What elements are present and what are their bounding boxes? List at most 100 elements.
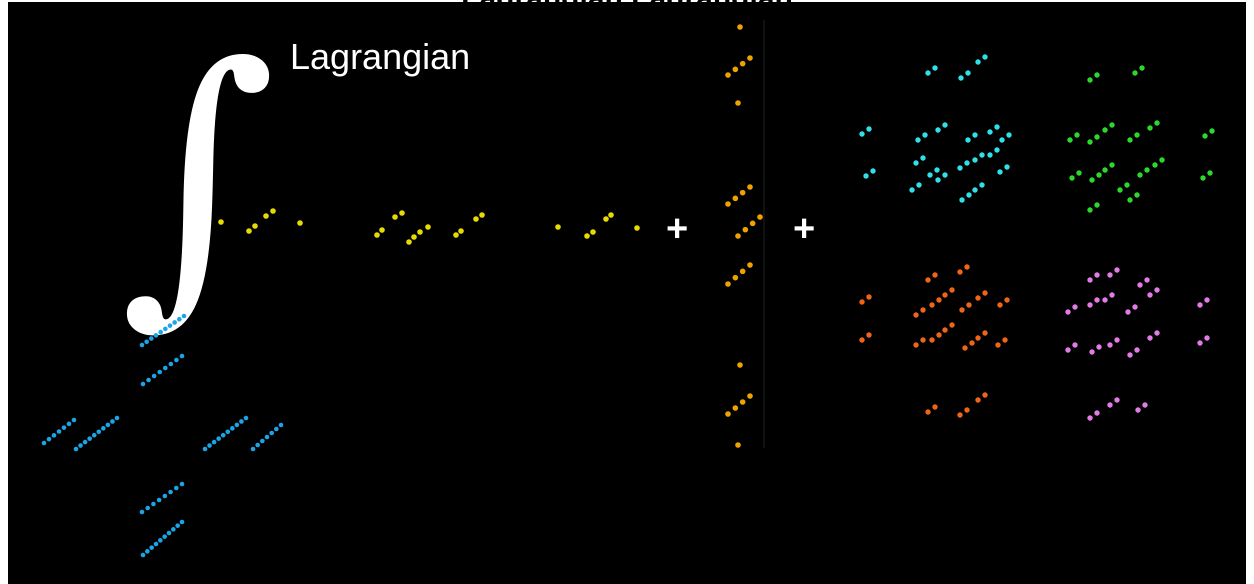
dot-mark <box>866 294 872 300</box>
dot-mark <box>1114 397 1120 403</box>
plus-icon: + <box>666 208 689 250</box>
dot-mark <box>1124 182 1130 188</box>
dot-mark <box>140 552 146 558</box>
dot-mark <box>78 443 83 448</box>
dot-mark <box>1096 344 1102 350</box>
dot-mark <box>1154 120 1160 126</box>
dot-mark <box>105 422 111 428</box>
dot-mark <box>270 208 276 214</box>
dot-mark <box>964 160 970 166</box>
dot-mark <box>982 290 988 296</box>
dot-mark <box>1069 175 1075 181</box>
dot-mark <box>1197 340 1203 346</box>
dot-mark <box>735 442 741 448</box>
dot-mark <box>949 287 955 293</box>
dot-mark <box>1127 137 1133 143</box>
dot-mark <box>1074 132 1080 138</box>
dot-mark <box>140 381 146 387</box>
dot-mark <box>1127 197 1133 203</box>
dot-mark <box>1087 139 1093 145</box>
dot-mark <box>263 213 269 219</box>
dot-mark <box>732 405 739 411</box>
dot-mark <box>747 55 753 61</box>
dot-mark <box>1094 297 1100 303</box>
dot-mark <box>151 501 156 507</box>
dot-mark <box>735 233 741 239</box>
dot-mark <box>975 335 981 341</box>
dot-mark <box>935 177 941 183</box>
dot-mark <box>975 397 981 403</box>
dot-mark <box>216 436 221 441</box>
dot-mark <box>982 392 988 398</box>
dot-mark <box>957 269 963 275</box>
dot-mark <box>411 234 417 240</box>
dot-mark <box>171 527 176 532</box>
dot-mark <box>1204 335 1210 341</box>
dot-mark <box>725 201 731 207</box>
dot-mark <box>1076 170 1082 176</box>
lagrangian-caption: Lagrangian <box>290 36 471 77</box>
dot-mark <box>177 316 182 322</box>
dot-mark <box>110 419 115 424</box>
dot-mark <box>975 59 981 65</box>
dot-mark <box>747 184 753 190</box>
dot-mark <box>1006 132 1012 138</box>
dot-mark <box>913 342 919 348</box>
dot-mark <box>936 297 942 303</box>
dot-mark <box>959 197 965 203</box>
dot-mark <box>739 268 746 275</box>
dot-mark <box>979 152 985 158</box>
dot-mark <box>453 232 459 238</box>
dot-mark <box>51 433 57 438</box>
dot-mark <box>1096 172 1102 178</box>
dot-mark <box>969 340 975 346</box>
dot-mark <box>379 227 385 233</box>
dot-mark <box>139 342 145 348</box>
dot-mark <box>218 219 224 225</box>
dot-mark <box>920 155 926 161</box>
dot-mark <box>747 393 753 399</box>
dot-mark <box>1159 157 1165 163</box>
blue-dot-diagram <box>41 313 284 558</box>
dot-mark <box>965 137 971 143</box>
dot-mark <box>942 327 948 333</box>
dot-mark <box>207 443 212 448</box>
dot-mark <box>87 436 92 441</box>
dot-mark <box>239 419 244 424</box>
dot-mark <box>225 429 231 435</box>
dot-mark <box>46 436 52 442</box>
dot-mark <box>149 545 154 550</box>
dot-mark <box>162 365 168 371</box>
dot-mark <box>220 432 226 438</box>
dot-mark <box>1114 337 1120 343</box>
dot-mark <box>932 404 938 410</box>
dot-mark <box>725 281 731 287</box>
dot-mark <box>1072 304 1078 310</box>
dot-mark <box>1154 330 1160 336</box>
dot-mark <box>255 442 260 448</box>
dot-mark <box>1004 164 1010 170</box>
orange-dot-column <box>725 20 765 448</box>
dot-mark <box>1132 304 1138 310</box>
dot-mark <box>1089 177 1095 183</box>
dot-mark <box>162 493 168 499</box>
dot-mark <box>179 481 185 487</box>
dot-mark <box>246 228 252 234</box>
dot-mark <box>1132 70 1138 76</box>
dot-mark <box>920 337 926 343</box>
diagram-panel <box>8 2 1246 584</box>
dot-mark <box>739 399 746 405</box>
dot-mark <box>158 329 163 335</box>
dot-mark <box>56 429 62 434</box>
dot-mark <box>964 407 970 413</box>
dot-mark <box>71 417 77 423</box>
dot-mark <box>925 409 931 415</box>
dot-mark <box>145 549 150 554</box>
dot-mark <box>735 100 741 106</box>
dot-mark <box>732 274 739 281</box>
dot-mark <box>479 212 485 218</box>
dot-mark <box>1107 402 1113 408</box>
dot-mark <box>167 323 173 328</box>
dot-mark <box>1094 410 1100 416</box>
